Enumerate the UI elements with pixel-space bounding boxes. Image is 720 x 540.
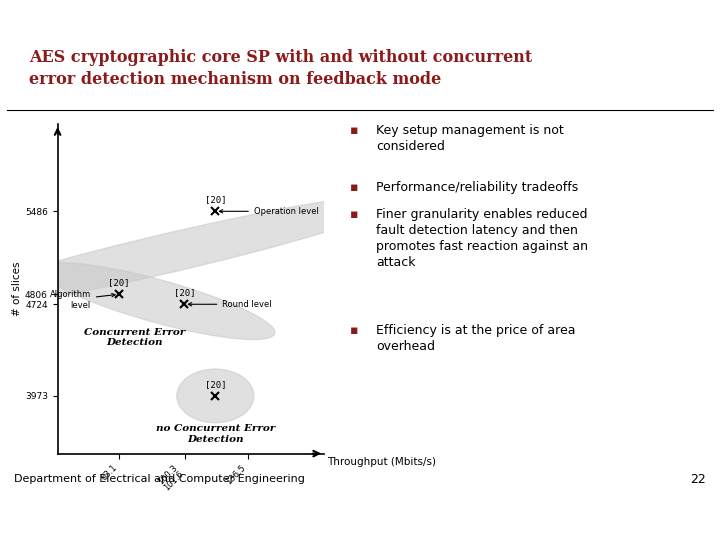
Text: UMassAmherst: UMassAmherst <box>9 9 174 27</box>
Ellipse shape <box>177 369 254 423</box>
Text: Department of Electrical and Computer Engineering: Department of Electrical and Computer En… <box>14 474 305 484</box>
Ellipse shape <box>40 262 275 340</box>
Text: Performance/reliability tradeoffs: Performance/reliability tradeoffs <box>376 181 578 194</box>
Text: ▪: ▪ <box>350 124 358 137</box>
Text: Efficiency is at the price of area
overhead: Efficiency is at the price of area overh… <box>376 324 575 353</box>
Text: [20]: [20] <box>109 279 130 288</box>
Y-axis label: # of slices: # of slices <box>12 262 22 316</box>
Text: Operation level: Operation level <box>220 207 319 216</box>
Text: Algorithm
level: Algorithm level <box>50 290 115 309</box>
Text: ▪: ▪ <box>350 208 358 221</box>
Text: ▪: ▪ <box>350 324 358 337</box>
Text: [20]: [20] <box>174 288 195 298</box>
Text: Round level: Round level <box>189 300 272 309</box>
Text: [20]: [20] <box>204 380 226 389</box>
Text: AES cryptographic core SP with and without concurrent
error detection mechanism : AES cryptographic core SP with and witho… <box>29 49 532 88</box>
Text: no Concurrent Error
Detection: no Concurrent Error Detection <box>156 424 275 444</box>
Text: Throughput (Mbits/s): Throughput (Mbits/s) <box>328 457 436 467</box>
Text: Concurrent Error
Detection: Concurrent Error Detection <box>84 328 185 347</box>
Text: 22: 22 <box>690 472 706 486</box>
Text: ▪: ▪ <box>350 181 358 194</box>
Text: Key setup management is not
considered: Key setup management is not considered <box>376 124 564 153</box>
Text: [20]: [20] <box>204 195 226 205</box>
Ellipse shape <box>0 193 411 311</box>
Text: Finer granularity enables reduced
fault detection latency and then
promotes fast: Finer granularity enables reduced fault … <box>376 208 588 269</box>
